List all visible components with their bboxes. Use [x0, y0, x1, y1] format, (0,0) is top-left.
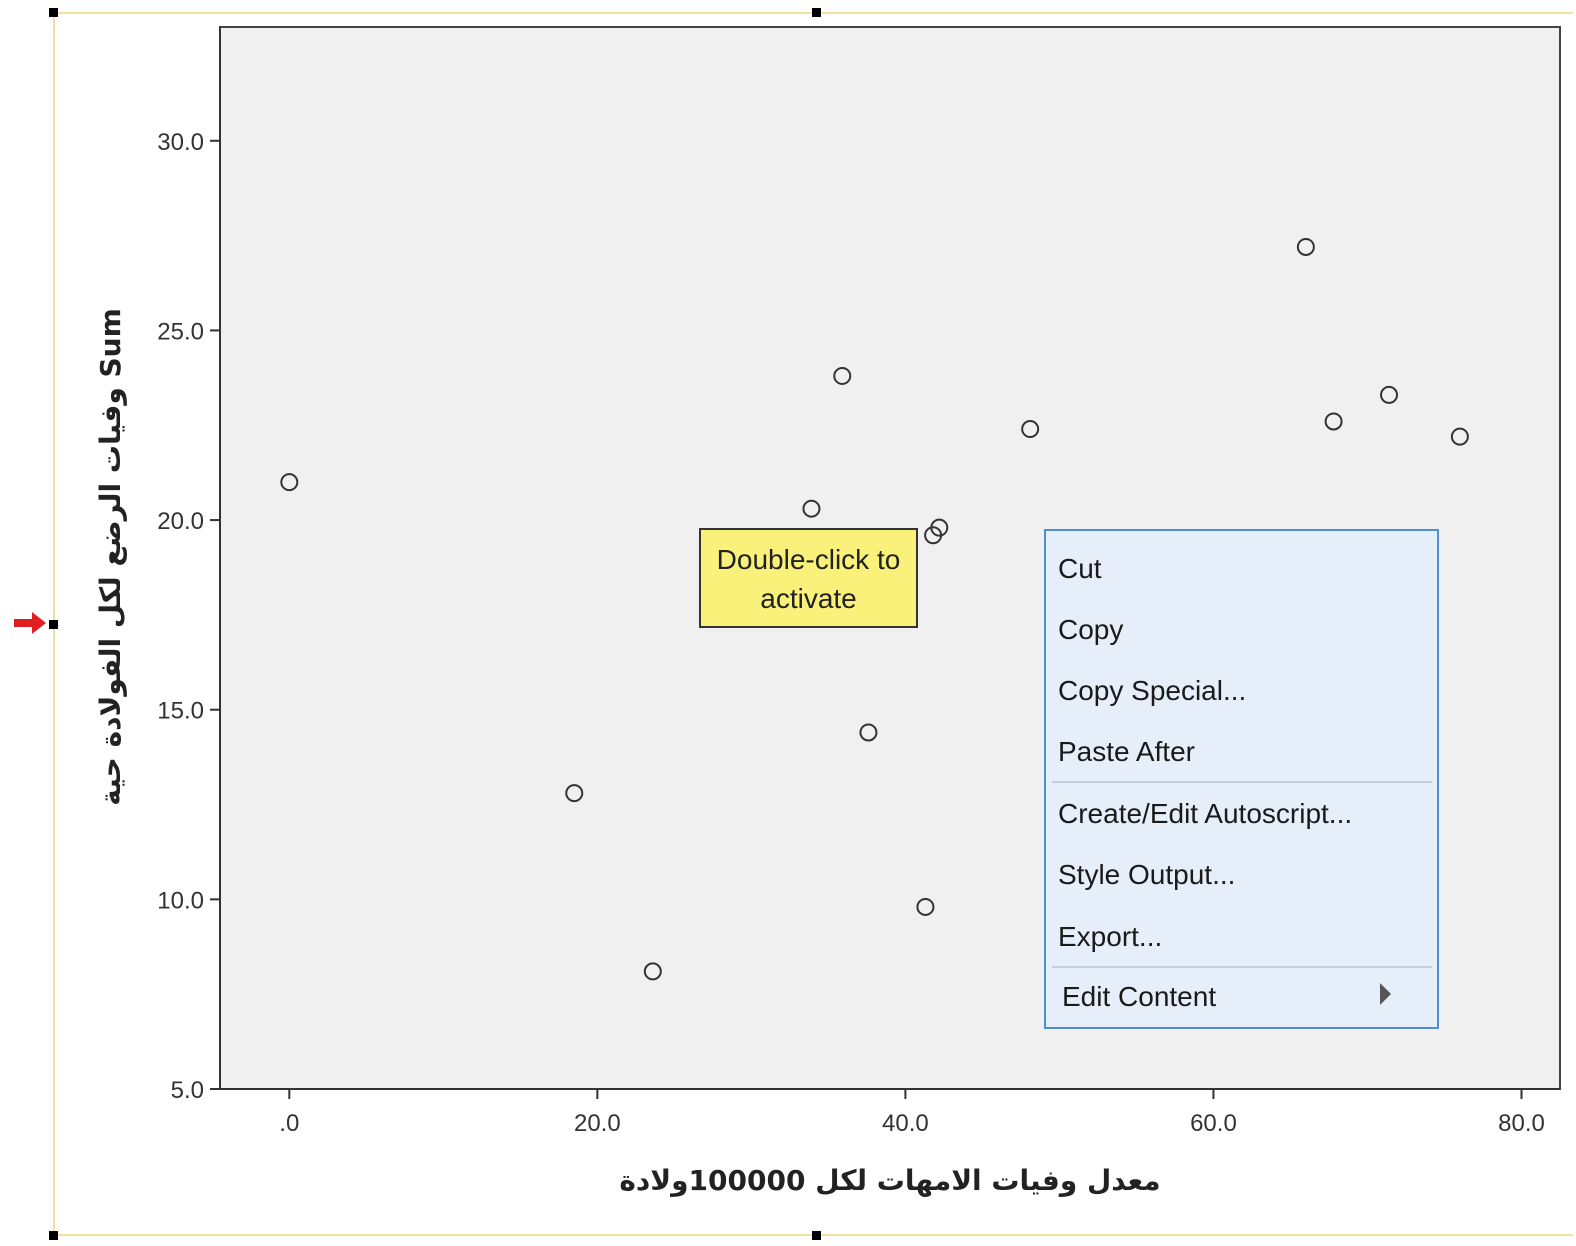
menu-item-paste-after[interactable]: Paste After — [1058, 736, 1195, 767]
y-tick-label: 5.0 — [171, 1077, 204, 1104]
triangle-right-icon — [1380, 983, 1391, 1005]
scatter-point — [859, 723, 878, 742]
tooltip-line-2: activate — [760, 583, 857, 614]
scatter-point — [1021, 420, 1040, 439]
activation-tooltip: Double-click to activate — [699, 528, 918, 628]
menu-item-cut[interactable]: Cut — [1058, 553, 1102, 584]
resize-handle-bottom-center[interactable] — [812, 1231, 821, 1240]
menu-separator — [1052, 966, 1432, 968]
scatter-point — [930, 518, 949, 537]
y-tick-label: 10.0 — [157, 887, 204, 914]
x-tick-label: 60.0 — [1190, 1110, 1237, 1137]
y-tick-label: 30.0 — [157, 129, 204, 156]
red-arrow-icon — [14, 612, 46, 634]
resize-handle-middle-left[interactable] — [49, 620, 58, 629]
y-tick-label: 15.0 — [157, 698, 204, 725]
menu-item-copy-special[interactable]: Copy Special... — [1058, 675, 1247, 706]
y-tick-label: 25.0 — [157, 318, 204, 345]
context-menu: Cut Copy Copy Special... Paste After Cre… — [1044, 529, 1439, 1029]
scatter-point — [802, 499, 821, 518]
x-tick-label: 40.0 — [882, 1110, 929, 1137]
menu-item-export[interactable]: Export... — [1058, 921, 1163, 952]
scatter-point — [565, 784, 584, 803]
x-axis-label: معدل وفيات الامهات لكل 100000ولادة — [619, 1164, 1160, 1197]
resize-handle-bottom-left[interactable] — [49, 1231, 58, 1240]
x-tick-label: 80.0 — [1498, 1110, 1545, 1137]
scatter-point — [916, 897, 935, 916]
scatter-point — [833, 366, 852, 385]
menu-item-create-edit-autoscript[interactable]: Create/Edit Autoscript... — [1058, 798, 1353, 829]
scatter-point — [1450, 427, 1469, 446]
scatter-point — [1296, 237, 1315, 256]
tooltip-line-1: Double-click to — [716, 544, 901, 575]
resize-handle-top-center[interactable] — [812, 8, 821, 17]
y-tick-label: 20.0 — [157, 508, 204, 535]
x-tick-label: 20.0 — [574, 1110, 621, 1137]
menu-item-copy[interactable]: Copy — [1058, 614, 1124, 645]
y-axis-label: Sum وفيات الرضع لكل الفولادة حية — [94, 308, 127, 806]
x-tick-label: .0 — [279, 1110, 299, 1137]
resize-handle-top-left[interactable] — [49, 8, 58, 17]
menu-separator — [1052, 781, 1432, 783]
menu-item-edit-content[interactable]: Edit Content — [1062, 981, 1217, 1012]
scatter-point — [1380, 385, 1399, 404]
scatter-point — [643, 962, 662, 981]
scatter-point — [1324, 412, 1343, 431]
scatter-point — [280, 473, 299, 492]
menu-item-style-output[interactable]: Style Output... — [1058, 859, 1236, 890]
